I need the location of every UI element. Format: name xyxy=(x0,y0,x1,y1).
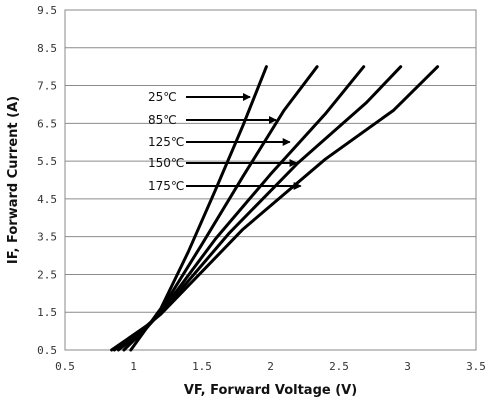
legend-label: 150℃ xyxy=(148,156,184,170)
x-tick-label: 3.5 xyxy=(466,360,486,373)
y-tick-label: 7.5 xyxy=(37,80,57,93)
x-tick-label: 1.5 xyxy=(192,360,212,373)
y-tick-label: 2.5 xyxy=(37,268,57,281)
y-tick-label: 9.5 xyxy=(37,4,57,17)
series-line xyxy=(110,65,440,352)
x-tick-label: 0.5 xyxy=(55,360,75,373)
x-tick-label: 2.5 xyxy=(329,360,349,373)
y-axis-title: IF, Forward Current (A) xyxy=(6,96,21,264)
legend-label: 175℃ xyxy=(148,179,184,193)
x-tick-label: 3 xyxy=(404,360,411,373)
x-tick-label: 2 xyxy=(267,360,274,373)
x-axis-title: VF, Forward Voltage (V) xyxy=(184,383,357,398)
plot-area xyxy=(64,9,477,351)
y-tick-label: 4.5 xyxy=(37,193,57,206)
legend-label: 25℃ xyxy=(148,90,177,104)
series-line xyxy=(129,65,268,352)
y-tick-label: 1.5 xyxy=(37,306,57,319)
series-line xyxy=(112,65,403,352)
legend-label: 85℃ xyxy=(148,113,177,127)
legend-label: 125℃ xyxy=(148,135,184,149)
y-tick-label: 0.5 xyxy=(37,344,57,357)
series-line xyxy=(122,65,319,352)
y-tick-label: 8.5 xyxy=(37,42,57,55)
x-tick-label: 1 xyxy=(130,360,137,373)
series-line xyxy=(116,65,366,352)
y-tick-label: 5.5 xyxy=(37,155,57,168)
y-tick-label: 3.5 xyxy=(37,231,57,244)
y-tick-label: 6.5 xyxy=(37,117,57,130)
